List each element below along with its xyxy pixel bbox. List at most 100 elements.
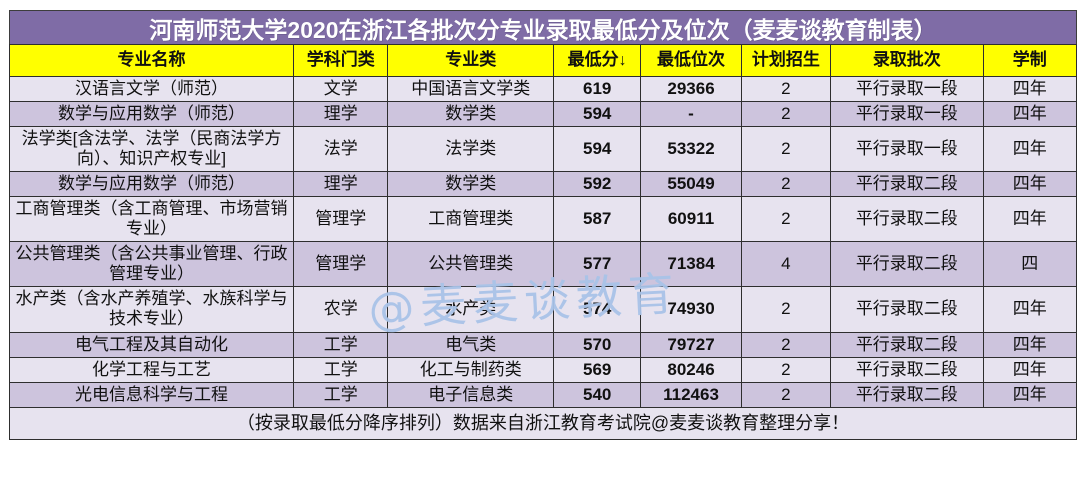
cell-min-score: 540	[553, 381, 642, 408]
cell-plan-count: 4	[740, 241, 832, 288]
cell-duration: 四年	[982, 356, 1078, 383]
cell-min-rank: 29366	[640, 75, 742, 103]
column-header-duration[interactable]: 学制	[982, 44, 1078, 77]
cell-category: 化工与制药类	[387, 356, 555, 383]
table-header-row: 专业名称 学科门类 专业类 最低分↓ 最低位次 计划招生 录取批次 学制	[8, 44, 1078, 77]
table-row[interactable]: 电气工程及其自动化 工学 电气类 570 79727 2 平行录取二段 四年	[8, 331, 1078, 358]
column-header-plan-count[interactable]: 计划招生	[740, 44, 832, 77]
table-row[interactable]: 化学工程与工艺 工学 化工与制药类 569 80246 2 平行录取二段 四年	[8, 356, 1078, 383]
cell-discipline: 法学	[293, 126, 389, 173]
cell-discipline: 工学	[293, 331, 389, 358]
cell-category: 电气类	[387, 331, 555, 358]
cell-category: 法学类	[387, 126, 555, 173]
table-footer: （按录取最低分降序排列）数据来自浙江教育考试院@麦麦谈教育整理分享！	[9, 406, 1077, 440]
cell-min-score: 592	[553, 171, 642, 198]
cell-plan-count: 2	[740, 75, 832, 103]
cell-duration: 四年	[982, 75, 1078, 103]
cell-plan-count: 2	[740, 171, 832, 198]
cell-discipline: 管理学	[293, 241, 389, 288]
table-row[interactable]: 数学与应用数学（师范） 理学 数学类 594 - 2 平行录取一段 四年	[8, 101, 1078, 128]
cell-major: 汉语言文学（师范）	[8, 75, 295, 103]
footnote-text: （按录取最低分降序排列）数据来自浙江教育考试院@麦麦谈教育整理分享！	[9, 406, 1077, 440]
cell-duration: 四年	[982, 381, 1078, 408]
cell-major: 化学工程与工艺	[8, 356, 295, 383]
cell-min-rank: 74930	[640, 286, 742, 333]
cell-duration: 四年	[982, 171, 1078, 198]
cell-discipline: 理学	[293, 171, 389, 198]
cell-duration: 四年	[982, 331, 1078, 358]
cell-plan-count: 2	[740, 126, 832, 173]
cell-batch: 平行录取一段	[830, 75, 984, 103]
cell-category: 水产类	[387, 286, 555, 333]
cell-major: 数学与应用数学（师范）	[8, 101, 295, 128]
cell-batch: 平行录取二段	[830, 331, 984, 358]
column-header-discipline[interactable]: 学科门类	[293, 44, 389, 77]
cell-duration: 四年	[982, 286, 1078, 333]
cell-category: 数学类	[387, 101, 555, 128]
column-header-category[interactable]: 专业类	[387, 44, 555, 77]
cell-category: 电子信息类	[387, 381, 555, 408]
cell-discipline: 农学	[293, 286, 389, 333]
cell-plan-count: 2	[740, 381, 832, 408]
column-header-min-score-label: 最低分	[567, 50, 619, 70]
page-title: 河南师范大学2020在浙江各批次分专业录取最低分及位次（麦麦谈教育制表）	[149, 16, 937, 43]
table-row[interactable]: 法学类[含法学、法学（民商法学方向）、知识产权专业] 法学 法学类 594 53…	[8, 126, 1078, 173]
cell-duration: 四年	[982, 126, 1078, 173]
cell-discipline: 工学	[293, 381, 389, 408]
cell-batch: 平行录取二段	[830, 286, 984, 333]
column-header-major[interactable]: 专业名称	[8, 44, 295, 77]
cell-duration: 四年	[982, 196, 1078, 243]
cell-major: 数学与应用数学（师范）	[8, 171, 295, 198]
table-row[interactable]: 公共管理类（含公共事业管理、行政管理专业） 管理学 公共管理类 577 7138…	[8, 241, 1078, 288]
table-row[interactable]: 光电信息科学与工程 工学 电子信息类 540 112463 2 平行录取二段 四…	[8, 381, 1078, 408]
table-header: 专业名称 学科门类 专业类 最低分↓ 最低位次 计划招生 录取批次 学制	[8, 44, 1078, 77]
table-row[interactable]: 水产类（含水产养殖学、水族科学与技术专业） 农学 水产类 574 74930 2…	[8, 286, 1078, 333]
cell-batch: 平行录取一段	[830, 101, 984, 128]
cell-duration: 四	[982, 241, 1078, 288]
cell-category: 中国语言文学类	[387, 75, 555, 103]
column-header-min-rank[interactable]: 最低位次	[640, 44, 742, 77]
cell-duration: 四年	[982, 101, 1078, 128]
cell-plan-count: 2	[740, 101, 832, 128]
column-header-batch[interactable]: 录取批次	[830, 44, 984, 77]
cell-min-score: 569	[553, 356, 642, 383]
cell-plan-count: 2	[740, 196, 832, 243]
table-row[interactable]: 工商管理类（含工商管理、市场营销专业） 管理学 工商管理类 587 60911 …	[8, 196, 1078, 243]
cell-batch: 平行录取一段	[830, 126, 984, 173]
cell-min-rank: 112463	[640, 381, 742, 408]
cell-batch: 平行录取二段	[830, 381, 984, 408]
cell-category: 工商管理类	[387, 196, 555, 243]
table-row[interactable]: 数学与应用数学（师范） 理学 数学类 592 55049 2 平行录取二段 四年	[8, 171, 1078, 198]
cell-min-rank: 71384	[640, 241, 742, 288]
cell-min-rank: 79727	[640, 331, 742, 358]
cell-discipline: 理学	[293, 101, 389, 128]
cell-min-rank: -	[640, 101, 742, 128]
cell-major: 法学类[含法学、法学（民商法学方向）、知识产权专业]	[8, 126, 295, 173]
cell-min-rank: 60911	[640, 196, 742, 243]
cell-batch: 平行录取二段	[830, 171, 984, 198]
cell-min-score: 594	[553, 101, 642, 128]
cell-batch: 平行录取二段	[830, 241, 984, 288]
cell-min-score: 594	[553, 126, 642, 173]
cell-major: 光电信息科学与工程	[8, 381, 295, 408]
cell-batch: 平行录取二段	[830, 356, 984, 383]
cell-min-score: 570	[553, 331, 642, 358]
cell-min-score: 587	[553, 196, 642, 243]
cell-category: 数学类	[387, 171, 555, 198]
cell-plan-count: 2	[740, 331, 832, 358]
table-footer-row: （按录取最低分降序排列）数据来自浙江教育考试院@麦麦谈教育整理分享！	[9, 406, 1077, 440]
cell-min-rank: 53322	[640, 126, 742, 173]
cell-discipline: 文学	[293, 75, 389, 103]
cell-min-rank: 55049	[640, 171, 742, 198]
table-row[interactable]: 汉语言文学（师范） 文学 中国语言文学类 619 29366 2 平行录取一段 …	[8, 75, 1078, 103]
cell-plan-count: 2	[740, 286, 832, 333]
cell-major: 电气工程及其自动化	[8, 331, 295, 358]
cell-major: 公共管理类（含公共事业管理、行政管理专业）	[8, 241, 295, 288]
cell-min-rank: 80246	[640, 356, 742, 383]
cell-discipline: 管理学	[293, 196, 389, 243]
column-header-min-score[interactable]: 最低分↓	[553, 44, 642, 77]
cell-min-score: 577	[553, 241, 642, 288]
admission-score-table: 专业名称 学科门类 专业类 最低分↓ 最低位次 计划招生 录取批次 学制 汉语言…	[8, 44, 1078, 440]
cell-min-score: 619	[553, 75, 642, 103]
